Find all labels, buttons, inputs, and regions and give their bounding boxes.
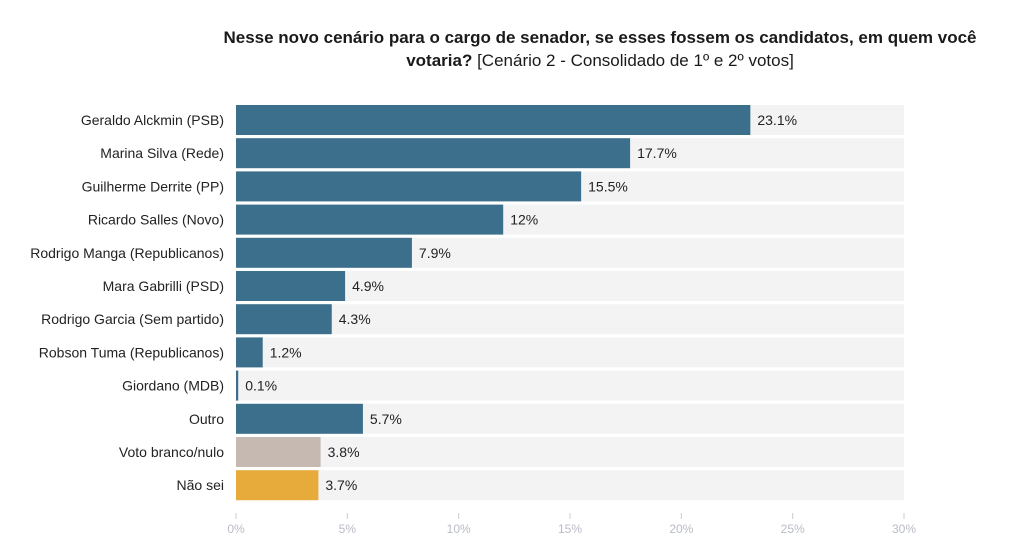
category-label: Marina Silva (Rede) (100, 145, 224, 161)
value-label: 17.7% (637, 145, 677, 161)
bar-row: Outro 5.7% (189, 403, 904, 434)
bar-row: Não sei 3.7% (177, 470, 904, 501)
bar[interactable] (236, 138, 631, 169)
x-tick-label: 30% (892, 522, 916, 536)
bar-row: Guilherme Derrite (PP) 15.5% (82, 171, 904, 202)
x-tick-label: 20% (669, 522, 693, 536)
bar-row: Rodrigo Garcia (Sem partido) 4.3% (41, 304, 904, 335)
category-label: Voto branco/nulo (119, 444, 224, 460)
x-tick-label: 15% (558, 522, 582, 536)
value-label: 3.8% (328, 444, 360, 460)
x-tick-label: 10% (447, 522, 471, 536)
bar[interactable] (236, 437, 321, 467)
category-label: Giordano (MDB) (122, 378, 224, 394)
value-label: 15.5% (588, 178, 628, 194)
bar-row: Mara Gabrilli (PSD) 4.9% (103, 271, 904, 301)
value-label: 3.7% (325, 477, 357, 493)
x-tick-label: 0% (227, 522, 245, 536)
bar-track (236, 470, 904, 501)
category-label: Outro (189, 411, 224, 427)
bar[interactable] (236, 370, 239, 401)
bar[interactable] (236, 304, 332, 335)
x-tick-label: 5% (339, 522, 357, 536)
bar[interactable] (236, 204, 504, 235)
bar-row: Geraldo Alckmin (PSB) 23.1% (81, 105, 904, 135)
bar-track (236, 271, 904, 301)
value-label: 1.2% (270, 344, 302, 360)
bar-track (236, 370, 904, 401)
chart-title-question: Nesse novo cenário para o cargo de senad… (223, 28, 977, 70)
category-label: Rodrigo Garcia (Sem partido) (41, 311, 224, 327)
bar[interactable] (236, 271, 346, 301)
category-label: Geraldo Alckmin (PSB) (81, 112, 224, 128)
bar[interactable] (236, 105, 751, 135)
bar[interactable] (236, 237, 412, 268)
value-label: 12% (510, 212, 538, 228)
bar[interactable] (236, 470, 319, 501)
bar-row: Robson Tuma (Republicanos) 1.2% (39, 337, 904, 368)
chart-subtitle: [Cenário 2 - Consolidado de 1º e 2º voto… (477, 51, 794, 70)
bar[interactable] (236, 337, 263, 368)
bar-row: Voto branco/nulo 3.8% (119, 437, 904, 467)
bar[interactable] (236, 171, 582, 202)
value-label: 0.1% (245, 378, 277, 394)
bar[interactable] (236, 403, 363, 434)
bar-rows: Geraldo Alckmin (PSB) 23.1% Marina Silva (… (30, 105, 904, 501)
category-label: Não sei (177, 477, 224, 493)
bar-track (236, 337, 904, 368)
x-tick-label: 25% (781, 522, 805, 536)
bar-row: Ricardo Salles (Novo) 12% (88, 204, 904, 235)
bar-track (236, 437, 904, 467)
category-label: Mara Gabrilli (PSD) (103, 278, 224, 294)
value-label: 23.1% (757, 112, 797, 128)
category-label: Ricardo Salles (Novo) (88, 212, 224, 228)
value-label: 4.3% (339, 311, 371, 327)
bar-row: Marina Silva (Rede) 17.7% (100, 138, 904, 169)
bar-row: Giordano (MDB) 0.1% (122, 370, 904, 401)
value-label: 4.9% (352, 278, 384, 294)
value-label: 5.7% (370, 411, 402, 427)
category-label: Rodrigo Manga (Republicanos) (30, 245, 224, 261)
bar-row: Rodrigo Manga (Republicanos) 7.9% (30, 237, 904, 268)
category-label: Robson Tuma (Republicanos) (39, 344, 224, 360)
category-label: Guilherme Derrite (PP) (82, 178, 224, 194)
chart-title: Nesse novo cenário para o cargo de senad… (200, 26, 1000, 72)
value-label: 7.9% (419, 245, 451, 261)
bar-track (236, 304, 904, 335)
x-axis: 0% 5% 10% 15% 20% 25% 30% (227, 513, 916, 536)
